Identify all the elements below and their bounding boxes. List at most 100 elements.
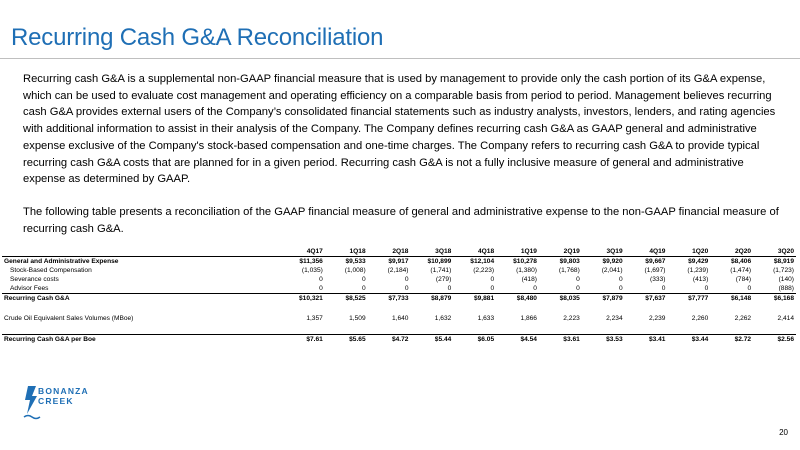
table-cell: (888) xyxy=(778,285,794,292)
table-row-stock-comp: Stock-Based Compensation (1,035) (1,008)… xyxy=(2,266,796,275)
row-label: Severance costs xyxy=(10,276,59,283)
spacer-cell xyxy=(2,323,796,335)
logo-wave-icon xyxy=(23,414,41,420)
table-cell: (1,008) xyxy=(344,267,366,274)
table-row-advisor-fees: Advisor Fees 0 0 0 0 0 0 0 0 0 0 0 (888) xyxy=(2,284,796,294)
table-cell: 2,234 xyxy=(606,315,623,322)
table-cell: 0 xyxy=(704,285,709,292)
table-cell: $7,637 xyxy=(624,293,668,303)
table-cell: $9,917 xyxy=(388,258,409,265)
table-cell: (413) xyxy=(692,276,709,283)
table-cell: 0 xyxy=(319,276,323,283)
table-cell: $4.72 xyxy=(367,334,411,344)
column-header: 2Q20 xyxy=(710,247,754,257)
spacer-cell xyxy=(2,303,796,314)
table-cell: 0 xyxy=(661,285,666,292)
row-label: Recurring Cash G&A per Boe xyxy=(2,334,282,344)
table-cell: $8,035 xyxy=(538,293,582,303)
table-row-ga-expense: General and Administrative Expense $11,3… xyxy=(2,257,796,267)
table-cell: 0 xyxy=(361,285,366,292)
column-header: 1Q20 xyxy=(667,247,711,257)
table-cell: (1,239) xyxy=(687,267,709,274)
table-cell: 0 xyxy=(576,276,580,283)
row-label: Advisor Fees xyxy=(10,285,49,292)
paragraph-table-intro: The following table presents a reconcili… xyxy=(23,206,779,236)
table-cell: $5.65 xyxy=(324,334,368,344)
table-cell: 0 xyxy=(361,276,366,283)
table-cell: $6.05 xyxy=(453,334,497,344)
row-label: Crude Oil Equivalent Sales Volumes (MBoe… xyxy=(4,315,134,322)
table-cell: $2.72 xyxy=(710,334,754,344)
company-logo xyxy=(23,386,41,420)
column-header: 3Q20 xyxy=(753,247,796,257)
column-header: 1Q19 xyxy=(496,247,539,257)
table-cell: $9,881 xyxy=(453,293,497,303)
column-header: 3Q19 xyxy=(581,247,625,257)
table-cell: (333) xyxy=(650,276,666,283)
table-cell: $10,899 xyxy=(427,258,452,265)
logo-line-2: CREEK xyxy=(38,395,74,406)
table-cell: 0 xyxy=(747,285,752,292)
table-cell: 0 xyxy=(319,285,323,292)
table-cell: 2,262 xyxy=(734,315,752,322)
table-row-severance: Severance costs 0 0 0 (279) 0 (418) 0 0 … xyxy=(2,275,796,284)
table-cell: 1,632 xyxy=(434,315,452,322)
table-cell: (2,041) xyxy=(601,267,623,274)
table-cell: 0 xyxy=(490,285,495,292)
table-cell: 2,260 xyxy=(691,315,709,322)
table-cell: $8,406 xyxy=(730,258,752,265)
table-cell: $8,919 xyxy=(773,258,794,265)
column-header: 4Q19 xyxy=(624,247,668,257)
table-cell: (1,723) xyxy=(773,267,794,274)
table-cell: 0 xyxy=(618,276,623,283)
table-cell: $9,803 xyxy=(559,258,580,265)
paragraph-definition: Recurring cash G&A is a supplemental non… xyxy=(23,73,776,186)
table-cell: $7.61 xyxy=(282,334,325,344)
column-header: 3Q18 xyxy=(410,247,454,257)
table-cell: 0 xyxy=(447,285,452,292)
table-cell: (1,768) xyxy=(558,267,580,274)
column-header: 2Q18 xyxy=(367,247,411,257)
column-header: 4Q17 xyxy=(282,247,325,257)
table-cell: (1,741) xyxy=(430,267,452,274)
table-cell: (140) xyxy=(778,276,794,283)
table-cell: 1,633 xyxy=(477,315,495,322)
table-row-cash-ga-per-boe: Recurring Cash G&A per Boe $7.61 $5.65 $… xyxy=(2,334,796,344)
table-cell: $6,148 xyxy=(710,293,754,303)
table-cell: $9,667 xyxy=(645,258,666,265)
intro-text: Recurring cash G&A is a supplemental non… xyxy=(23,71,783,238)
table-cell: 0 xyxy=(490,276,495,283)
table-cell: 1,357 xyxy=(306,315,323,322)
table-cell: $11,356 xyxy=(299,258,323,265)
table-cell: (2,184) xyxy=(387,267,409,274)
table-cell: (279) xyxy=(435,276,452,283)
column-header: 4Q18 xyxy=(453,247,497,257)
table-cell: (1,697) xyxy=(644,267,666,274)
table-cell: (1,474) xyxy=(730,267,752,274)
table-cell: $8,480 xyxy=(496,293,539,303)
table-cell: $9,920 xyxy=(602,258,623,265)
table-cell: $2.56 xyxy=(753,334,796,344)
table-cell: 0 xyxy=(618,285,623,292)
header-label-blank xyxy=(2,247,282,257)
table-cell: 0 xyxy=(533,285,537,292)
table-cell: $3.41 xyxy=(624,334,668,344)
table-cell: $9,429 xyxy=(688,258,709,265)
table-cell: $4.54 xyxy=(496,334,539,344)
table-cell: 2,414 xyxy=(777,315,794,322)
table-spacer-row xyxy=(2,303,796,314)
table-cell: $3.53 xyxy=(581,334,625,344)
logo-line-1: BONANZA xyxy=(38,386,89,396)
table-cell: (1,035) xyxy=(301,267,323,274)
row-label: Recurring Cash G&A xyxy=(2,293,282,303)
table-cell: (784) xyxy=(735,276,752,283)
table-row-sales-volumes: Crude Oil Equivalent Sales Volumes (MBoe… xyxy=(2,314,796,323)
logo-wordmark: BONANZA CREEK xyxy=(38,386,89,406)
table-cell: $7,879 xyxy=(581,293,625,303)
table-cell: 0 xyxy=(404,285,409,292)
table-cell: (2,223) xyxy=(473,267,495,274)
table-cell: $6,168 xyxy=(753,293,796,303)
table-cell: $7,733 xyxy=(367,293,411,303)
column-header: 1Q18 xyxy=(324,247,368,257)
table-spacer-row xyxy=(2,323,796,335)
